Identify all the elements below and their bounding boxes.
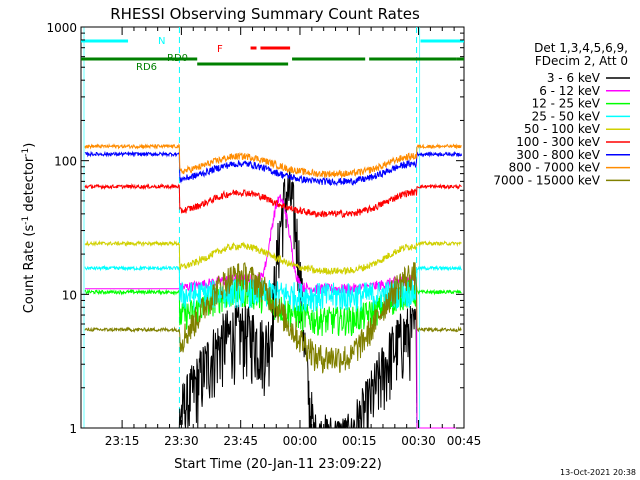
series-layer [84, 142, 462, 429]
x-tick-label: 00:15 [342, 434, 377, 448]
legend-entry-label: 3 - 6 keV [547, 71, 601, 85]
legend-entry-label: 6 - 12 keV [539, 84, 601, 98]
x-tick-label: 23:30 [164, 434, 199, 448]
y-tick-label: 1000 [46, 21, 77, 35]
x-axis: 23:15 23:30 23:45 00:00 00:15 00:30 00:45 [105, 27, 481, 448]
y-axis-label: Count Rate (s-1 detector-1) [21, 143, 37, 314]
x-axis-label: Start Time (20-Jan-11 23:09:22) [174, 457, 382, 472]
series-line-6 [84, 150, 462, 187]
legend-entry-label: 7000 - 15000 keV [493, 173, 600, 187]
legend-entry-label: 25 - 50 keV [532, 109, 601, 123]
y-tick-label: 10 [62, 288, 77, 302]
series-line-7 [84, 142, 462, 179]
legend-entry-label: 50 - 100 keV [524, 122, 601, 136]
legend-title-line-1: Det 1,3,4,5,6,9, [534, 41, 628, 55]
legend: Det 1,3,4,5,6,9, FDecim 2, Att 0 3 - 6 k… [493, 41, 630, 187]
y-axis-label-mid: detector [22, 156, 37, 216]
chart-title: RHESSI Observing Summary Count Rates [110, 5, 420, 23]
y-axis: 1 10 100 1000 [46, 21, 464, 436]
series-line-0 [85, 169, 462, 429]
annotation-flare-label: F [217, 44, 223, 55]
x-tick-label: 23:45 [223, 434, 258, 448]
y-tick-label: 1 [69, 422, 77, 436]
plot-frame [80, 26, 465, 429]
x-tick-label: 00:30 [401, 434, 436, 448]
render-timestamp: 13-Oct-2021 20:38 [560, 468, 636, 477]
annotation-rd0-label: RD0 [167, 53, 188, 64]
y-axis-label-sup2: -1 [21, 148, 31, 157]
y-axis-label-sup1: -1 [21, 216, 31, 225]
series-line-1 [85, 194, 462, 429]
series-line-4 [84, 240, 462, 276]
y-tick-label: 100 [54, 155, 77, 169]
annotation-night-label: N [158, 36, 165, 47]
series-line-3 [84, 264, 462, 313]
x-tick-label: 00:45 [447, 434, 482, 448]
series-line-8 [84, 262, 462, 374]
legend-entry-label: 12 - 25 keV [532, 97, 601, 111]
status-bars [81, 39, 464, 66]
legend-title-line-2: FDecim 2, Att 0 [535, 54, 628, 68]
annotation-rd6-label: RD6 [136, 62, 157, 73]
legend-entry-label: 300 - 800 keV [516, 148, 600, 162]
x-tick-label: 00:00 [283, 434, 318, 448]
y-axis-label-main: Count Rate (s [22, 225, 37, 314]
legend-entry-label: 100 - 300 keV [516, 135, 600, 149]
y-axis-label-end: ) [22, 143, 37, 148]
x-tick-label: 23:15 [105, 434, 140, 448]
legend-entry-label: 800 - 7000 keV [509, 161, 601, 175]
series-line-5 [84, 182, 462, 218]
